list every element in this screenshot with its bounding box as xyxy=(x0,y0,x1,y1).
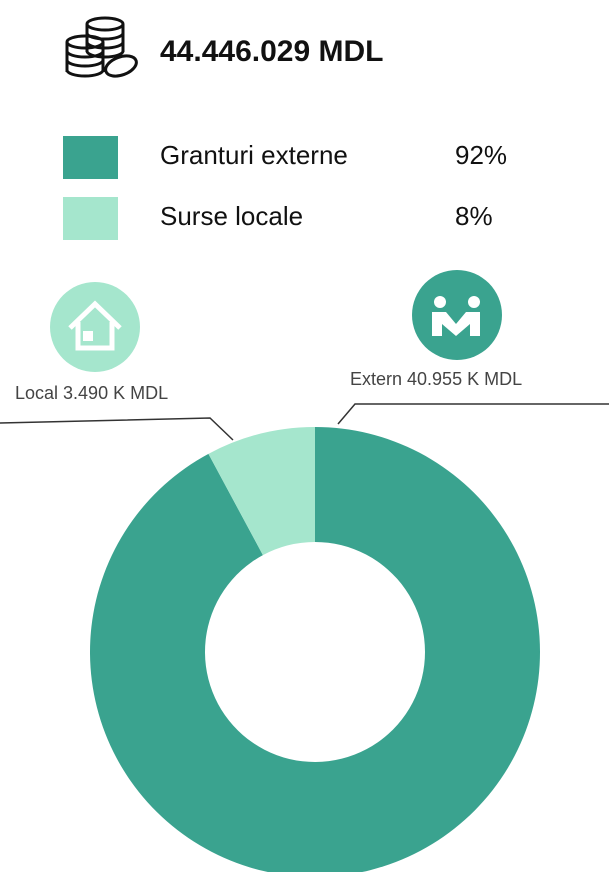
donut-slice xyxy=(208,427,315,556)
legend-label: Surse locale xyxy=(160,201,303,231)
chart-title: 44.446.029 MDL xyxy=(160,35,383,68)
handshake-icon xyxy=(412,270,502,360)
house-icon xyxy=(50,282,140,372)
legend-swatch xyxy=(63,197,118,240)
leader-line xyxy=(337,403,609,425)
donut-slice xyxy=(90,427,540,872)
coins-icon xyxy=(65,16,138,78)
legend-label: Granturi externe xyxy=(160,140,348,170)
slice-label: Extern 40.955 K MDL xyxy=(350,369,522,389)
legend-percent: 92% xyxy=(455,140,507,170)
leader-line xyxy=(0,417,234,441)
legend-swatch xyxy=(63,136,118,179)
slice-label: Local 3.490 K MDL xyxy=(15,383,168,403)
legend-percent: 8% xyxy=(455,201,493,231)
